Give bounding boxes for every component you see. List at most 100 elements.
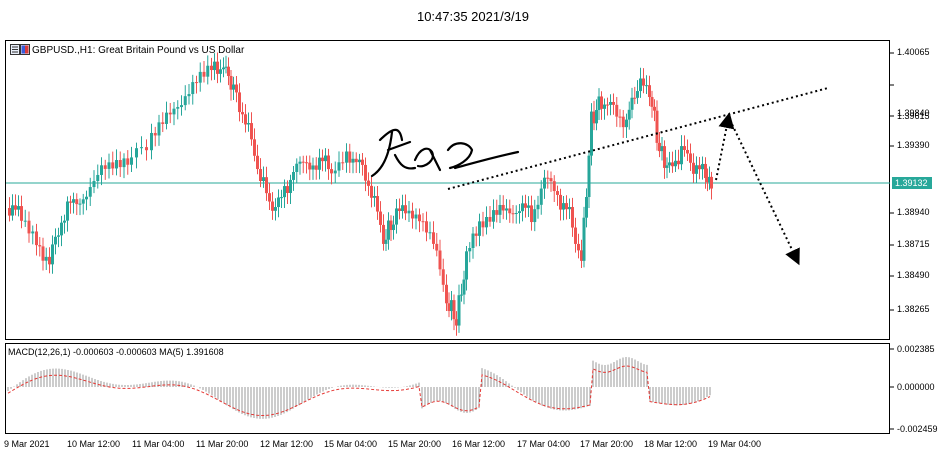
candle-body: [600, 96, 603, 109]
candle-body: [60, 222, 63, 236]
candle-body: [277, 197, 280, 208]
macd-signal-line: [7, 365, 711, 416]
candle-body: [625, 119, 628, 128]
candle-body: [165, 112, 168, 124]
candle-body: [57, 235, 60, 237]
candle-body: [210, 65, 213, 71]
candle-body: [527, 205, 530, 208]
candle-body: [562, 203, 565, 210]
projection-arrow-up: [715, 112, 735, 181]
candle-body: [671, 162, 674, 167]
candle-body: [706, 178, 709, 183]
projection-arrow-down: [729, 119, 800, 266]
candle-body: [229, 75, 233, 90]
candle-body: [633, 97, 637, 99]
candle-body: [345, 151, 348, 163]
candle-body: [259, 169, 262, 182]
candle-body: [435, 243, 439, 251]
time-tick-label: 15 Mar 04:00: [324, 439, 378, 449]
candle-body: [382, 224, 385, 244]
macd-tick-label: -0.002459: [897, 424, 938, 434]
candle-body: [140, 147, 143, 149]
candle-body: [695, 165, 698, 174]
candle-body: [543, 177, 546, 189]
candle-body: [27, 220, 31, 234]
candle-body: [54, 236, 57, 245]
macd-tick-label: 0.002385: [897, 344, 935, 354]
candle-body: [367, 180, 370, 186]
candle-body: [636, 91, 639, 98]
candle-body: [698, 165, 701, 170]
current-price-tag: 1.39132: [892, 177, 932, 189]
candle-body: [268, 193, 271, 202]
candle-body: [358, 159, 361, 163]
candle-body: [271, 201, 274, 211]
candle-body: [492, 210, 495, 222]
candlestick-series: [8, 52, 713, 336]
candle-body: [501, 204, 505, 211]
candle-body: [460, 294, 463, 296]
candle-body: [280, 197, 283, 199]
candle-body: [364, 164, 367, 181]
candle-body: [232, 84, 235, 90]
macd-panel[interactable]: MACD(12,26,1) -0.000603 -0.000603 MA(5) …: [5, 343, 890, 434]
candle-body: [618, 116, 622, 118]
candle-body: [577, 243, 580, 251]
candle-body: [606, 104, 609, 106]
candle-body: [411, 210, 414, 219]
candle-body: [498, 204, 502, 215]
candle-body: [295, 163, 299, 173]
chart-title: GBPUSD.,H1: Great Britain Pound vs US Do…: [32, 45, 245, 56]
candle-body: [96, 174, 100, 182]
candle-body: [539, 188, 543, 205]
candle-body: [465, 251, 468, 280]
candle-body: [668, 162, 671, 166]
candle-body: [17, 206, 20, 210]
candle-body: [373, 196, 376, 198]
candle-body: [318, 157, 321, 170]
time-tick-label: 10 Mar 12:00: [67, 439, 121, 449]
candle-body: [153, 132, 157, 136]
candle-body: [23, 220, 27, 222]
candle-body: [485, 216, 488, 228]
candle-body: [216, 61, 219, 74]
candle-body: [708, 176, 711, 183]
candle-body: [145, 147, 148, 151]
candle-body: [92, 181, 96, 188]
candle-body: [658, 142, 661, 152]
candle-body: [627, 109, 631, 120]
candle-body: [314, 165, 318, 170]
candle-body: [701, 163, 704, 170]
macd-histogram: [7, 357, 711, 419]
candle-body: [122, 158, 126, 168]
candle-body: [88, 187, 92, 197]
price-tick-label: 1.40065: [897, 47, 930, 57]
candle-body: [327, 155, 330, 170]
candle-body: [115, 160, 118, 169]
candle-body: [370, 185, 373, 198]
trend-line: [447, 87, 829, 190]
candle-body: [655, 110, 659, 143]
candle-body: [301, 161, 305, 163]
candle-body: [111, 162, 115, 169]
candle-body: [533, 209, 537, 223]
candle-body: [660, 146, 664, 152]
candle-body: [247, 123, 250, 125]
candle-body: [253, 139, 256, 156]
candle-body: [398, 208, 401, 211]
candle-body: [48, 256, 51, 265]
candle-body: [333, 170, 337, 174]
candle-body: [227, 66, 230, 76]
candle-body: [244, 114, 247, 125]
candle-body: [107, 162, 111, 169]
candle-body: [686, 149, 689, 154]
candle-body: [308, 162, 312, 170]
candle-body: [274, 207, 277, 211]
candle-body: [704, 163, 707, 179]
price-tick-label: 1.38940: [897, 207, 930, 217]
candle-body: [202, 71, 206, 77]
candle-body: [508, 208, 512, 214]
candle-body: [587, 155, 591, 198]
candle-body: [630, 97, 634, 110]
